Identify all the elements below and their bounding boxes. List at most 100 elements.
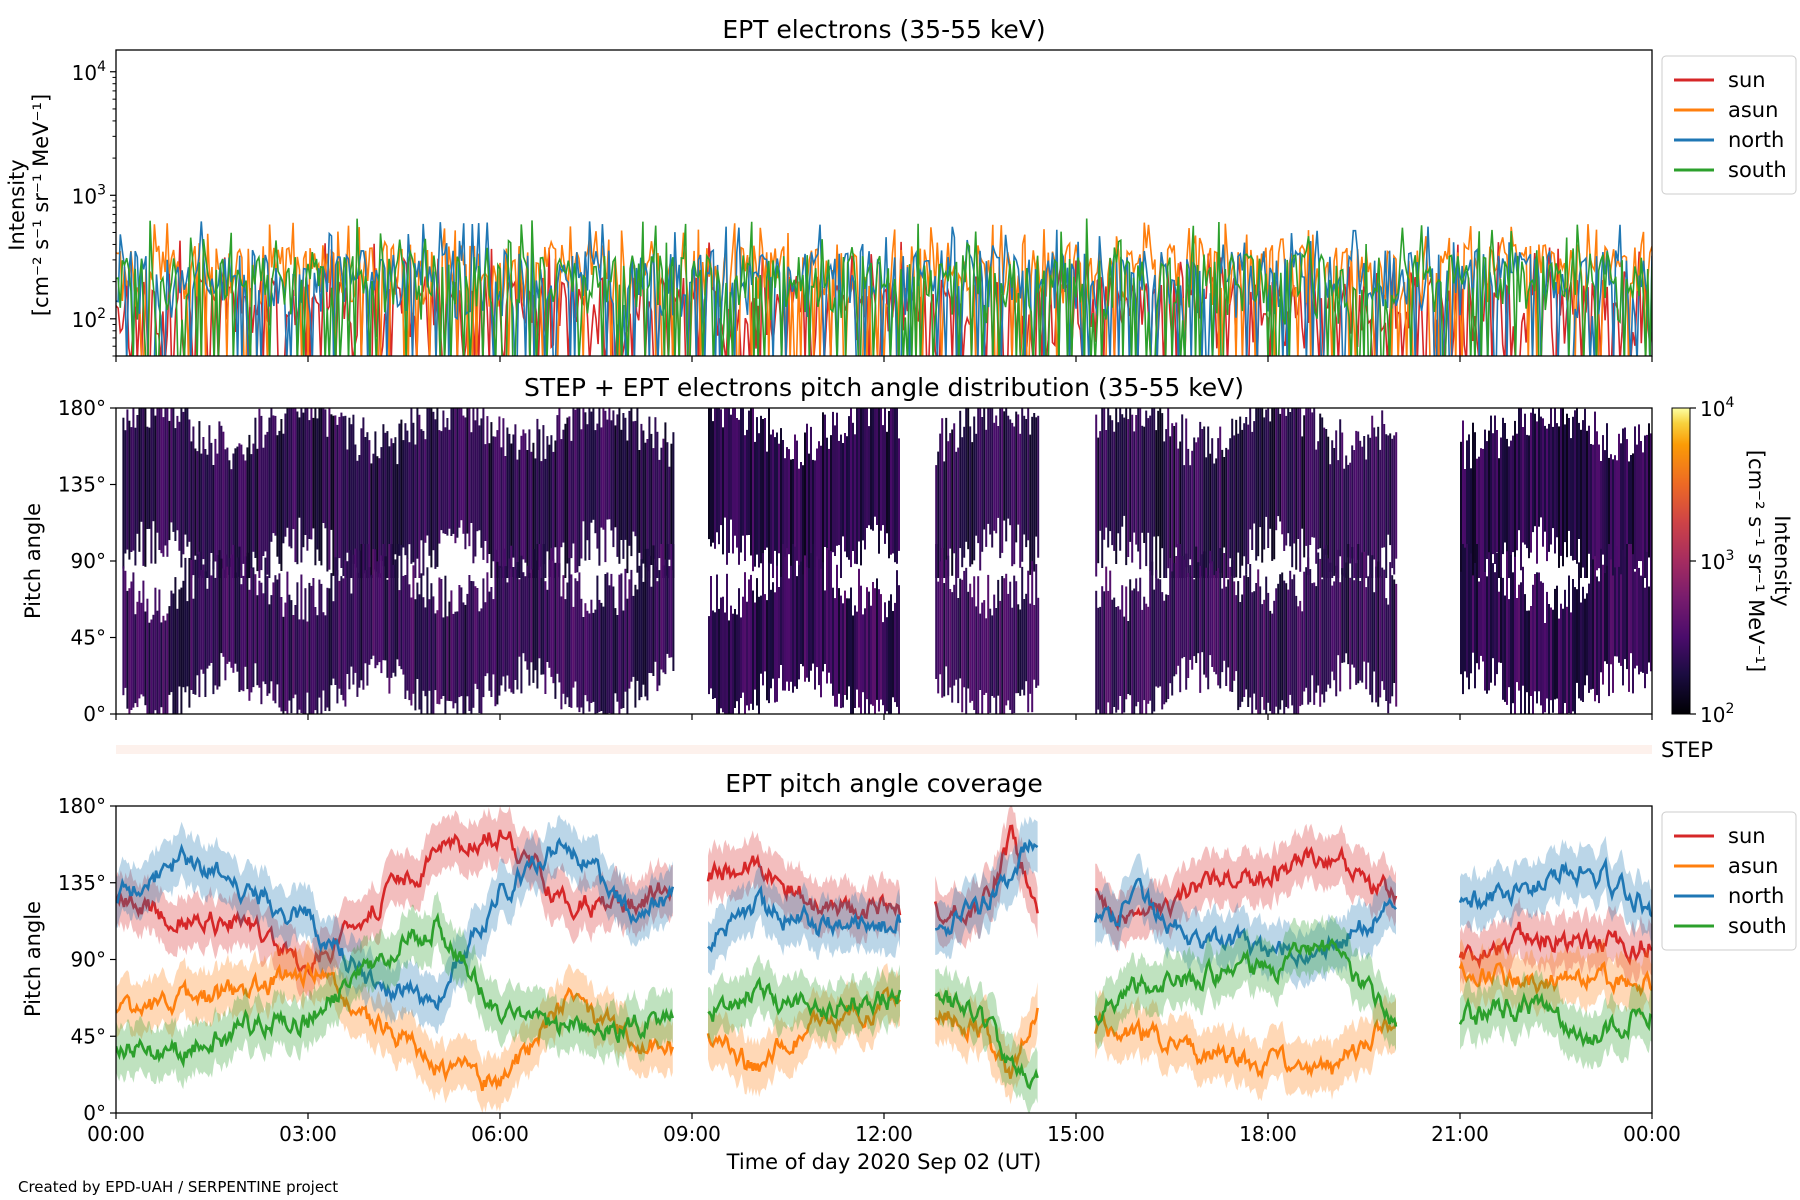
pad-cell	[546, 436, 549, 552]
pad-cell	[1331, 440, 1334, 578]
pad-cell	[644, 549, 647, 697]
coverage-line-north	[116, 836, 675, 1012]
pad-cell	[402, 440, 405, 548]
pad-cell	[1474, 432, 1476, 568]
pad-cell	[836, 412, 838, 546]
pad-cell	[953, 584, 956, 686]
pad-cell	[1502, 417, 1504, 555]
pad-cell	[272, 582, 275, 701]
pad-cell	[1560, 408, 1562, 556]
pad-cell	[502, 418, 505, 578]
pad-cell	[792, 544, 794, 693]
pad-cell	[1488, 430, 1490, 556]
pad-cell	[1267, 592, 1270, 703]
pad-cell	[1556, 585, 1558, 699]
pad-cell	[504, 456, 507, 578]
coverage-line-asun	[934, 1007, 1039, 1079]
pad-cell	[238, 443, 241, 571]
pad-cell	[256, 595, 259, 686]
pad-cell	[826, 548, 828, 684]
pad-cell	[588, 613, 591, 712]
pad-cell	[498, 416, 501, 568]
pad-cell	[428, 408, 431, 556]
pad-cell	[138, 408, 141, 552]
pad-cell	[1273, 600, 1276, 714]
pad-cell	[302, 412, 305, 548]
pad-cell	[618, 408, 621, 564]
x-tick-label: 21:00	[1431, 1122, 1489, 1146]
pad-cell	[1620, 574, 1622, 666]
pad-cell	[1351, 547, 1354, 665]
pad-cell	[176, 608, 179, 714]
pad-cell	[1177, 448, 1180, 578]
pad-cell	[1359, 581, 1362, 681]
pad-cell	[574, 409, 577, 573]
pad-cell	[1241, 429, 1244, 566]
pad-cell	[384, 556, 387, 661]
pad-cell	[246, 447, 249, 578]
pad-cell	[1121, 414, 1124, 527]
pad-cell	[866, 587, 868, 700]
pad-cell	[1470, 553, 1472, 674]
pad-cell	[1498, 591, 1500, 663]
pad-cell	[618, 574, 621, 714]
pad-cell	[1508, 599, 1510, 688]
pad-cell	[935, 465, 938, 578]
pad-cell	[580, 598, 583, 708]
pad-cell	[772, 582, 774, 679]
pad-cell	[870, 605, 872, 705]
pad-cell	[180, 587, 183, 714]
x-tick-label: 09:00	[663, 1122, 721, 1146]
pad-cell	[1524, 413, 1526, 545]
pad-cell	[754, 602, 756, 690]
pad-cell	[1578, 422, 1580, 539]
pad-cell	[212, 465, 215, 570]
pad-cell	[624, 417, 627, 540]
pad-cell	[662, 565, 665, 673]
pad-cell	[388, 446, 391, 578]
pad-cell	[1371, 555, 1374, 703]
pad-cell	[1367, 576, 1370, 663]
pad-cell	[1289, 570, 1292, 695]
pad-cell	[1319, 413, 1322, 549]
pad-cell	[1391, 438, 1394, 569]
pad-cell	[178, 421, 181, 551]
pad-cell	[1031, 561, 1034, 713]
pad-cell	[442, 410, 445, 534]
step-label: STEP	[1661, 738, 1713, 762]
pad-cell	[878, 589, 880, 712]
pad-cell	[1311, 412, 1314, 538]
pad-cell	[124, 570, 127, 688]
pad-cell	[240, 584, 243, 691]
pad-cell	[1345, 562, 1348, 654]
pad-cell	[522, 572, 525, 654]
pad-cell	[1337, 460, 1340, 578]
pad-cell	[1500, 577, 1502, 663]
pad-cell	[798, 468, 800, 566]
pad-cell	[1335, 430, 1338, 574]
pad-cell	[450, 590, 453, 702]
pad-cell	[234, 572, 237, 664]
pad-cell	[244, 556, 247, 667]
pad-cell	[632, 595, 635, 677]
pad-cell	[1029, 603, 1032, 694]
pad-cell	[324, 615, 327, 711]
pad-cell	[1612, 575, 1614, 693]
pad-cell	[350, 593, 353, 667]
pad-cell	[1205, 567, 1208, 678]
pad-cell	[1309, 408, 1312, 545]
pad-cell	[1179, 544, 1182, 693]
credit-text: Created by EPD-UAH / SERPENTINE project	[18, 1178, 338, 1196]
pad-cell	[1570, 612, 1572, 714]
pad-cell	[987, 408, 990, 524]
pad-cell	[1600, 461, 1602, 578]
pad-cell	[146, 598, 149, 714]
pad-cell	[1598, 444, 1600, 569]
pad-cell	[1015, 581, 1018, 694]
pad-cell	[740, 617, 742, 698]
pad-cell	[1462, 420, 1464, 578]
pad-cell	[146, 426, 149, 529]
pad-cell	[1277, 583, 1280, 714]
pad-cell	[380, 447, 383, 561]
